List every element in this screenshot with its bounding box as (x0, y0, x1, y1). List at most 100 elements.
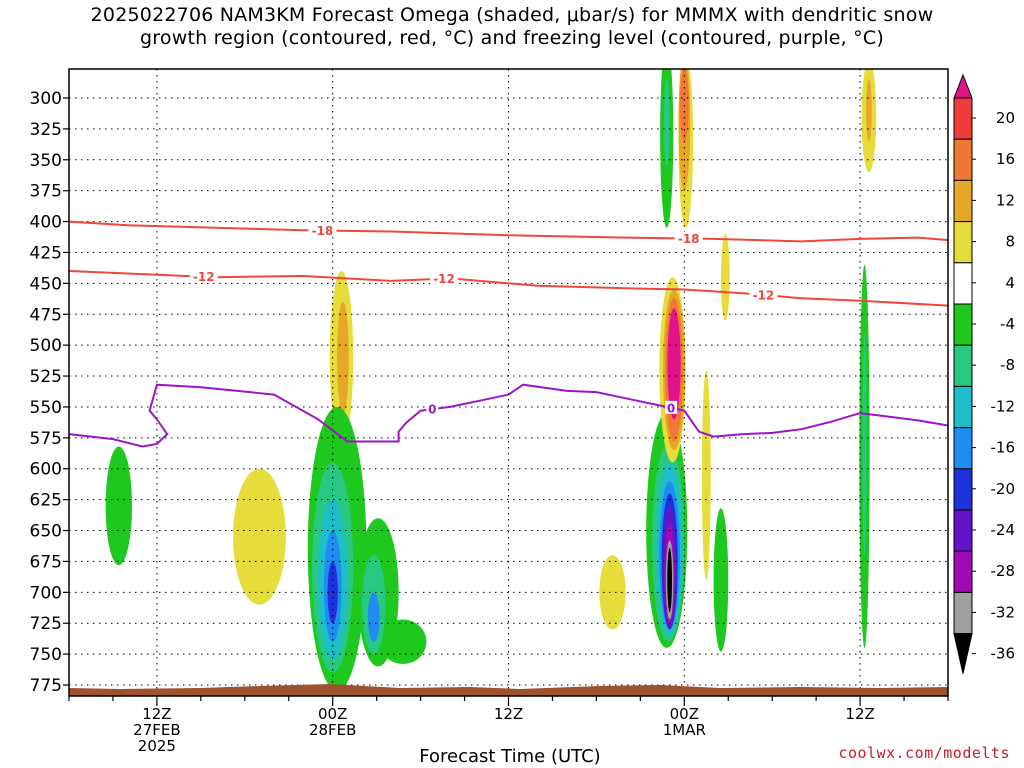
contour-label-bg (430, 271, 459, 285)
colorbar-tick-label: -24 (991, 521, 1016, 539)
y-tick-label: 525 (30, 367, 62, 387)
y-tick-label: 500 (30, 336, 62, 356)
y-tick-label: 300 (30, 89, 62, 109)
omega-region (233, 468, 286, 605)
omega-colorbar: 20 16 12 8 4 -4 -8 -12 -16 -20 -24 -28 -32 -36 (953, 73, 1016, 674)
y-tick-label: 675 (30, 552, 62, 572)
chart-title-line-2: growth region (contoured, red, °C) and f… (140, 27, 884, 49)
colorbar-tick-label: 8 (1005, 233, 1015, 251)
pressure-axis: 300 325 350 375 400 425 450 475 500 525 550 575 600 6… (30, 89, 69, 696)
x-tick-label: 00Z (670, 705, 699, 723)
x-tick-label: 27FEB (133, 721, 180, 739)
colorbar-tick-label: -20 (991, 480, 1016, 498)
colorbar-tick-label: -36 (991, 645, 1016, 663)
omega-region (367, 592, 380, 642)
colorbar-tick-label: -32 (991, 603, 1016, 621)
contour-label-bg (426, 402, 439, 416)
y-tick-label: 400 (30, 213, 62, 233)
contour-label: -12 (193, 270, 215, 284)
x-tick-label: 28FEB (309, 721, 356, 739)
contour-label-bg (308, 223, 337, 237)
omega-region (720, 233, 730, 321)
contour-label: 0 (667, 401, 675, 415)
contour-label-bg (189, 269, 218, 283)
contour-label: -18 (678, 232, 700, 246)
colorbar-swatch (953, 509, 973, 552)
y-tick-label: 625 (30, 491, 62, 511)
colorbar-swatch (953, 179, 973, 223)
y-tick-label: 600 (30, 460, 62, 480)
contour-label: -18 (312, 224, 334, 238)
omega-region (105, 446, 132, 566)
grid-lines (69, 69, 948, 696)
y-tick-label: 725 (30, 614, 62, 634)
x-tick-label: 12Z (494, 705, 523, 723)
colorbar-tick-label: 20 (996, 109, 1015, 127)
y-tick-label: 750 (30, 645, 62, 665)
y-tick-label: 550 (30, 398, 62, 418)
y-tick-label: 575 (30, 429, 62, 449)
chart-title-line-1: 2025022706 NAM3KM Forecast Omega (shaded… (90, 4, 934, 26)
colorbar-swatch (953, 303, 973, 346)
colorbar-tick-label: -12 (991, 397, 1016, 415)
x-tick-label: 2025 (138, 737, 176, 755)
x-tick-label: 00Z (318, 705, 347, 723)
temperature-contours: -18 -18 -12 -12 -12 0 0 (69, 220, 948, 448)
colorbar-tick-label: -28 (991, 562, 1016, 580)
y-tick-label: 375 (30, 182, 62, 202)
y-tick-label: 450 (30, 274, 62, 294)
colorbar-tick-label: 12 (996, 191, 1015, 209)
colorbar-swatch (953, 221, 973, 264)
colorbar-tick-label: -4 (1000, 315, 1015, 333)
contour-label: -12 (433, 272, 455, 286)
terrain-strip (69, 684, 948, 696)
omega-region (599, 555, 626, 630)
colorbar-swatch (953, 138, 973, 181)
omega-region (865, 79, 872, 142)
colorbar-tick-label: -8 (1000, 356, 1015, 374)
contour-label-bg (749, 287, 778, 301)
y-tick-label: 775 (30, 676, 62, 696)
omega-region (862, 332, 867, 556)
x-tick-label: 12Z (845, 705, 874, 723)
y-tick-label: 325 (30, 120, 62, 140)
terrain-fill (69, 684, 948, 696)
colorbar-swatch (953, 427, 973, 470)
x-tick-label: 12Z (142, 705, 171, 723)
omega-region (379, 619, 427, 664)
colorbar-swatch (953, 262, 973, 305)
colorbar-swatch (953, 468, 973, 511)
colorbar-cap-top (953, 73, 973, 99)
contour-label: 0 (428, 403, 436, 417)
x-axis-label: Forecast Time (UTC) (419, 746, 601, 767)
omega-region (663, 79, 670, 166)
colorbar-swatch (953, 97, 973, 140)
y-tick-label: 700 (30, 583, 62, 603)
colorbar-cap-bottom (953, 633, 973, 674)
colorbar-tick-label: 16 (996, 150, 1015, 168)
omega-region (701, 369, 711, 580)
omega-region (337, 301, 349, 414)
x-tick-label: 1MAR (663, 721, 706, 739)
chart-title: 2025022706 NAM3KM Forecast Omega (shaded… (0, 4, 1024, 50)
omega-region (667, 547, 672, 613)
colorbar-swatch (953, 385, 973, 429)
contour-label-bg (674, 231, 703, 245)
colorbar-swatch (953, 344, 973, 387)
credit-text: coolwx.com/modelts (838, 744, 1010, 762)
contour-label: -12 (753, 288, 775, 302)
omega-region (667, 308, 681, 420)
y-tick-label: 425 (30, 243, 62, 263)
colorbar-tick-label: 4 (1005, 274, 1015, 292)
y-tick-label: 475 (30, 305, 62, 325)
omega-region (713, 508, 729, 652)
colorbar-swatch (953, 550, 973, 593)
colorbar-swatch (953, 591, 973, 635)
freezing-level-contour (69, 383, 948, 448)
contour-label-bg (665, 400, 678, 414)
colorbar-tick-label: -16 (991, 439, 1016, 457)
dgz-contour (69, 220, 948, 243)
y-tick-label: 650 (30, 522, 62, 542)
